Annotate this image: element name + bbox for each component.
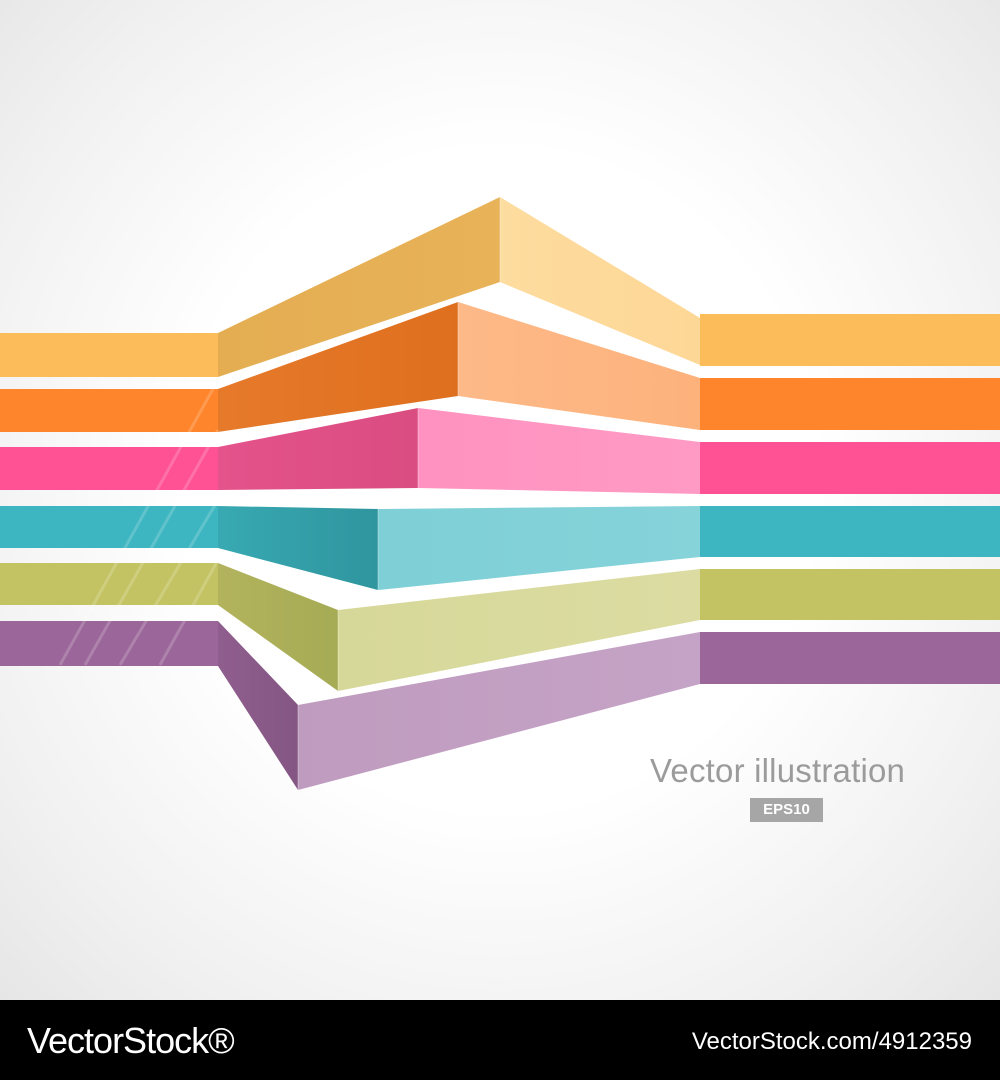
pink-stripe-right xyxy=(700,442,1000,494)
teal-stripe-side-face xyxy=(218,506,378,590)
footer-bar: VectorStock® VectorStock.com/4912359 xyxy=(0,1000,1000,1080)
vectorstock-logo: VectorStock® xyxy=(27,1020,235,1061)
illustration-canvas: Vector illustration EPS10 xyxy=(0,0,1000,1000)
caption-text: Vector illustration xyxy=(650,752,906,789)
orange-stripe-side-face xyxy=(218,302,458,432)
eps-badge: EPS10 xyxy=(750,798,823,822)
yellow-stripe-left xyxy=(0,333,218,377)
light-streaks xyxy=(58,379,220,666)
orange-stripe-front-face xyxy=(458,302,700,430)
light-streak xyxy=(58,379,220,666)
ribbon-stripes-artwork xyxy=(0,197,1000,790)
yellow-stripe-side-face xyxy=(218,197,500,377)
yellow-stripe-right xyxy=(700,314,1000,366)
orange-stripe-left xyxy=(0,389,218,432)
light-streak xyxy=(83,429,220,666)
orange-stripe-right xyxy=(700,378,1000,430)
pink-stripe-side-face xyxy=(218,408,418,490)
yellow-stripe-front-face xyxy=(500,197,700,365)
light-streak xyxy=(118,499,220,666)
purple-stripe-right xyxy=(700,632,1000,684)
pink-stripe-front-face xyxy=(418,408,700,494)
olive-stripe-front-face xyxy=(338,569,700,691)
purple-stripe-left xyxy=(0,621,218,666)
teal-stripe-right xyxy=(700,506,1000,557)
olive-stripe-left xyxy=(0,563,218,605)
olive-stripe-side-face xyxy=(218,563,338,691)
light-streak xyxy=(158,559,220,666)
pink-stripe-left xyxy=(0,447,218,490)
olive-stripe-right xyxy=(700,569,1000,620)
purple-stripe-side-face xyxy=(218,621,298,790)
teal-stripe-left xyxy=(0,506,218,548)
purple-stripe-front-face xyxy=(298,632,700,790)
image-id-text: VectorStock.com/4912359 xyxy=(691,1028,972,1055)
teal-stripe-front-face xyxy=(378,506,700,590)
